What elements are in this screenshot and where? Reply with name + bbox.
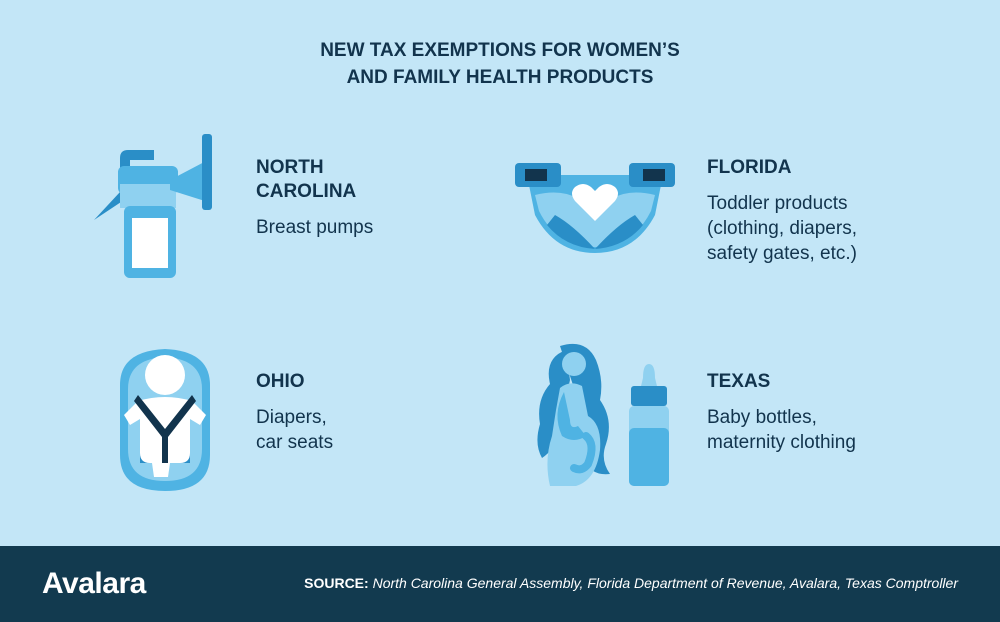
item-texas: TEXAS Baby bottles, maternity clothing (707, 370, 856, 455)
state-name: FLORIDA (707, 156, 857, 180)
description-line: car seats (256, 432, 334, 453)
source-text: North Carolina General Assembly, Florida… (368, 575, 958, 591)
description-line: Baby bottles, (707, 407, 817, 428)
state-line: OHIO (256, 371, 305, 392)
title-line-1: NEW TAX EXEMPTIONS FOR WOMEN’S (320, 40, 680, 61)
infographic: NEW TAX EXEMPTIONS FOR WOMEN’S AND FAMIL… (0, 37, 1000, 491)
diaper-icon (515, 163, 675, 253)
state-line: TEXAS (707, 371, 771, 392)
state-line: CAROLINA (256, 181, 357, 202)
item-ohio: OHIO Diapers, car seats (256, 370, 333, 455)
description-line: Breast pumps (256, 217, 374, 238)
item-florida: FLORIDA Toddler products (clothing, diap… (707, 156, 857, 266)
exemption-description: Toddler products (clothing, diapers, saf… (707, 191, 857, 266)
baby-bottle-icon (629, 364, 669, 486)
description-line: Diapers, (256, 407, 327, 428)
page-title: NEW TAX EXEMPTIONS FOR WOMEN’S AND FAMIL… (0, 37, 1000, 91)
source-label: SOURCE: (304, 575, 369, 591)
car-seat-icon (120, 349, 210, 491)
pregnant-woman-icon (537, 343, 610, 486)
title-line-2: AND FAMILY HEALTH PRODUCTS (346, 67, 654, 88)
exemption-description: Breast pumps (256, 215, 373, 240)
exemption-description: Diapers, car seats (256, 405, 333, 455)
exemption-description: Baby bottles, maternity clothing (707, 405, 856, 455)
avalara-logo: Avalara (42, 567, 146, 600)
item-north-carolina: NORTH CAROLINA Breast pumps (256, 156, 373, 240)
description-line: Toddler products (707, 193, 848, 214)
source-citation: SOURCE: North Carolina General Assembly,… (304, 574, 958, 592)
description-line: safety gates, etc.) (707, 243, 857, 264)
state-line: NORTH (256, 157, 324, 178)
state-name: TEXAS (707, 370, 856, 394)
breast-pump-icon (94, 134, 212, 278)
description-line: maternity clothing (707, 432, 856, 453)
description-line: (clothing, diapers, (707, 218, 857, 239)
state-line: FLORIDA (707, 157, 792, 178)
state-name: OHIO (256, 370, 333, 394)
footer: Avalara SOURCE: North Carolina General A… (0, 546, 1000, 622)
state-name: NORTH CAROLINA (256, 156, 373, 204)
